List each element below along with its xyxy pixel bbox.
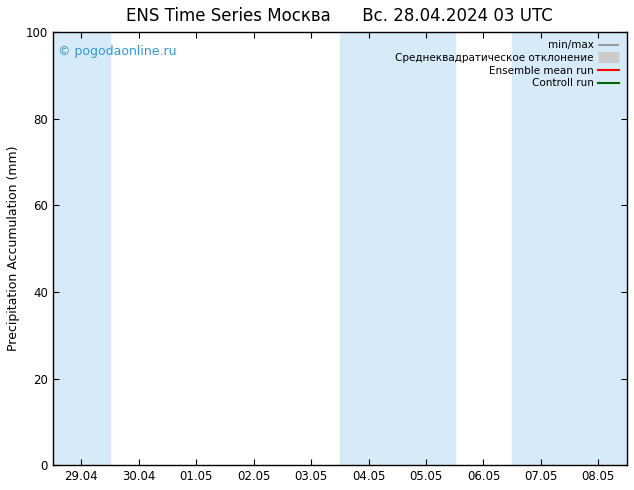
Bar [512, 32, 627, 465]
Text: © pogodaonline.ru: © pogodaonline.ru [58, 45, 177, 58]
Legend: min/max, Среднеквадратическое отклонение, Ensemble mean run, Controll run: min/max, Среднеквадратическое отклонение… [392, 37, 622, 91]
Bar [340, 32, 455, 465]
Title: ENS Time Series Москва      Вс. 28.04.2024 03 UTC: ENS Time Series Москва Вс. 28.04.2024 03… [126, 7, 553, 25]
Y-axis label: Precipitation Accumulation (mm): Precipitation Accumulation (mm) [7, 146, 20, 351]
Bar [53, 32, 110, 465]
